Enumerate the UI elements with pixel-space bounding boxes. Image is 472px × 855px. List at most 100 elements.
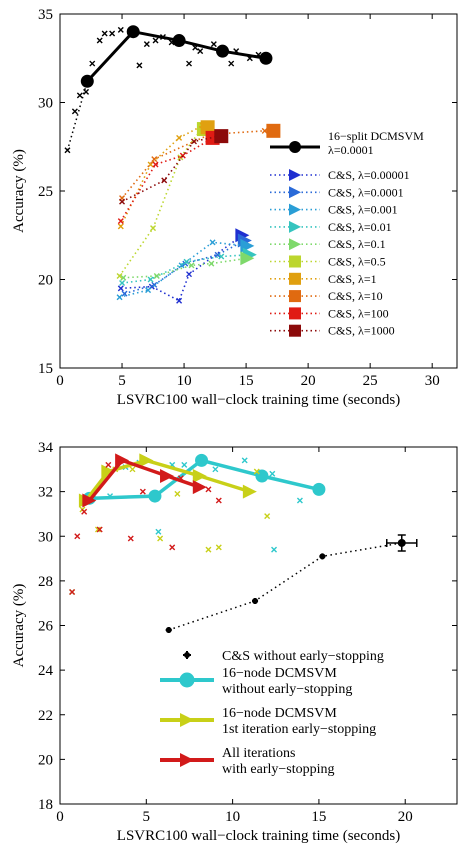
legend-marker-dot	[184, 652, 190, 658]
legend-marker	[180, 753, 194, 767]
data-point	[186, 60, 193, 67]
data-point	[261, 127, 268, 134]
data-point	[161, 177, 168, 184]
x-axis-label: LSVRC100 wall−clock training time (secon…	[117, 392, 400, 408]
data-point	[89, 60, 96, 67]
data-point	[264, 513, 271, 520]
legend-label: 16−node DCMSVM	[222, 706, 337, 721]
y-tick-label: 28	[38, 574, 53, 590]
data-point	[169, 544, 176, 551]
data-point	[117, 223, 124, 230]
data-point	[205, 546, 212, 553]
data-point	[71, 108, 78, 115]
y-axis-label: Accuracy (%)	[11, 149, 27, 233]
data-point	[117, 285, 124, 292]
y-tick-label: 30	[38, 96, 53, 112]
x-tick-label: 20	[398, 809, 413, 825]
series-marker	[259, 51, 273, 65]
data-point	[105, 461, 112, 468]
data-point	[120, 274, 127, 281]
data-point	[145, 287, 152, 294]
legend-label: C&S without early−stopping	[222, 649, 384, 664]
legend-label: All iterations	[222, 746, 296, 761]
legend-marker	[180, 713, 194, 727]
y-tick-label: 24	[38, 663, 54, 679]
legend-marker	[289, 255, 301, 268]
x-tick-label: 10	[177, 373, 192, 389]
data-point	[119, 198, 126, 205]
data-point	[121, 290, 128, 297]
x-tick-label: 0	[56, 373, 64, 389]
final-marker	[240, 251, 255, 266]
data-point	[96, 526, 103, 533]
legend-label: C&S, λ=10	[328, 289, 383, 303]
data-point	[197, 48, 204, 55]
data-point	[129, 466, 136, 473]
data-point	[151, 156, 158, 163]
data-point	[176, 134, 183, 141]
series-marker	[148, 489, 162, 503]
legend-label: λ=0.0001	[328, 143, 374, 157]
y-tick-label: 35	[38, 7, 53, 23]
legend-marker	[289, 324, 301, 337]
final-marker	[266, 123, 281, 138]
series-marker	[242, 484, 257, 499]
series-trajectory	[121, 135, 222, 203]
legend-label: with early−stopping	[222, 762, 335, 777]
data-point	[176, 297, 183, 304]
data-point	[152, 37, 159, 44]
data-point	[183, 258, 190, 265]
data-point	[147, 276, 154, 283]
series-trajectory	[121, 253, 250, 284]
legend-label: C&S, λ=1	[328, 272, 377, 286]
data-point	[228, 60, 235, 67]
data-point	[174, 490, 181, 497]
series-marker	[312, 482, 326, 496]
data-point	[101, 30, 108, 37]
legend-label: C&S, λ=0.01	[328, 220, 392, 234]
data-point	[136, 62, 143, 69]
data-point	[269, 470, 276, 477]
data-point-dot	[252, 597, 259, 604]
legend-marker	[179, 672, 195, 688]
legend-marker	[289, 290, 301, 303]
data-point	[210, 41, 217, 48]
data-point	[155, 528, 162, 535]
series-marker	[82, 493, 97, 508]
series-line	[87, 458, 201, 502]
data-point	[188, 262, 195, 269]
series-trajectory	[168, 542, 402, 631]
data-point	[181, 461, 188, 468]
y-tick-label: 15	[38, 361, 53, 377]
top-chart: 0 5 10 15 20 25 30 15 20 25 30 35 LSVRC100 wall−cloc…	[11, 7, 458, 408]
data-point	[214, 251, 221, 258]
x-tick-label: 5	[118, 373, 126, 389]
y-tick-label: 18	[38, 797, 53, 813]
data-point	[116, 272, 123, 279]
series-marker	[172, 34, 186, 48]
series-marker	[160, 469, 175, 484]
data-point-dot	[319, 553, 326, 560]
data-point	[74, 533, 81, 540]
y-tick-label: 32	[38, 485, 53, 501]
data-point	[253, 468, 260, 475]
data-point	[179, 152, 186, 159]
series-marker	[195, 453, 209, 467]
data-point	[64, 147, 71, 154]
legend-marker	[289, 307, 301, 320]
data-point	[271, 546, 278, 553]
data-point	[157, 535, 164, 542]
data-point	[209, 239, 216, 246]
data-point	[139, 488, 146, 495]
data-point	[76, 92, 83, 99]
series-marker	[101, 464, 116, 479]
legend-label: C&S, λ=0.001	[328, 203, 398, 217]
legend-marker	[289, 141, 301, 153]
legend-label: 16−split DCMSVM	[328, 129, 424, 143]
legend-marker	[289, 238, 301, 251]
data-point	[208, 260, 215, 267]
legend-label: 16−node DCMSVM	[222, 666, 337, 681]
legend-label: C&S, λ=0.0001	[328, 185, 404, 199]
y-tick-label: 34	[38, 440, 54, 456]
data-point	[215, 497, 222, 504]
